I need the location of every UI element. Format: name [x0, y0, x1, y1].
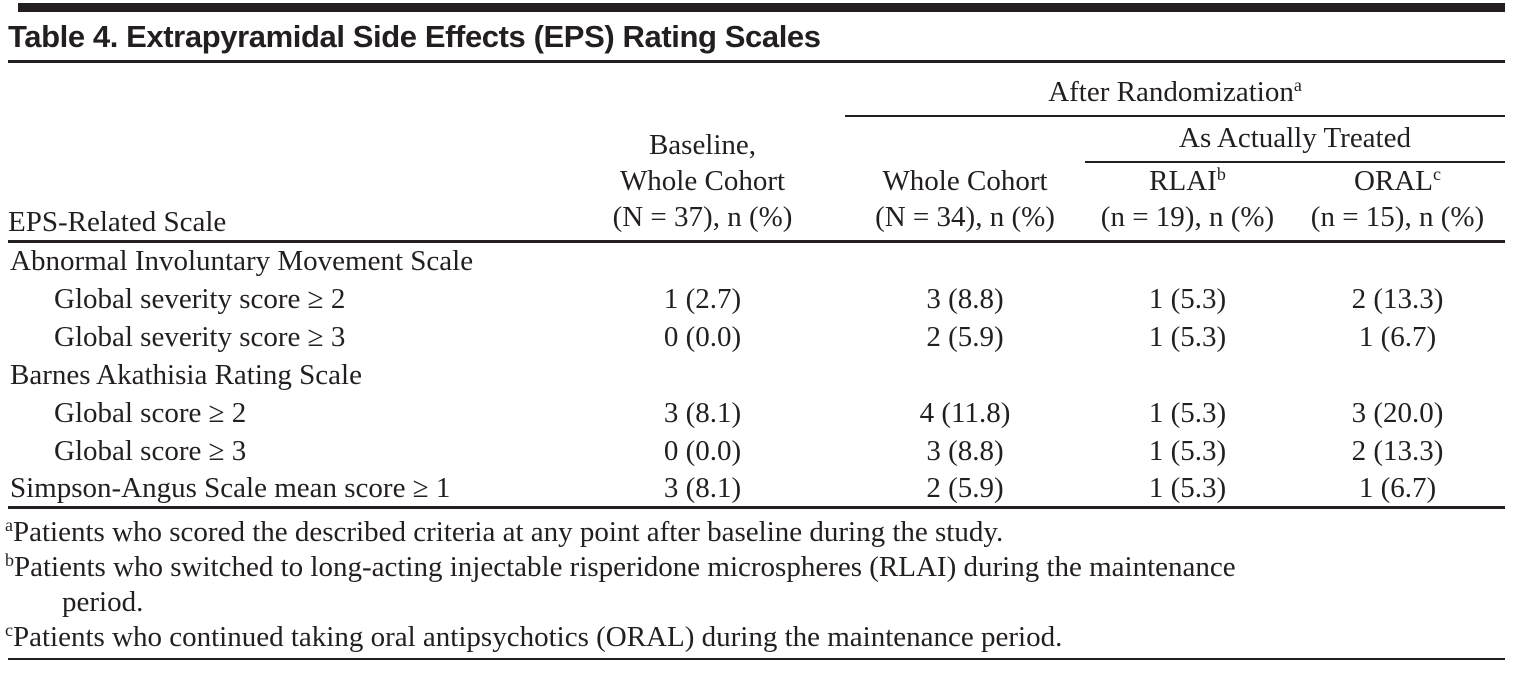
- superscript-a: a: [1293, 75, 1302, 96]
- table-row-global-score-3: Global score ≥ 3 0 (0.0) 3 (8.8) 1 (5.3)…: [8, 432, 1505, 470]
- cell-oral: 3 (20.0): [1351, 396, 1444, 429]
- oral-line-1: ORALc: [1290, 163, 1505, 199]
- row-label: Global severity score ≥ 2: [54, 282, 346, 315]
- cell-baseline: 0 (0.0): [663, 434, 742, 467]
- cell-whole-cohort: 4 (11.8): [919, 396, 1011, 429]
- row-label: Global severity score ≥ 3: [54, 320, 346, 353]
- title-rule: [8, 60, 1505, 63]
- cell-oral: 1 (6.7): [1358, 320, 1437, 353]
- header-row-columns: EPS-Related Scale RLAIb (n = 19), n (%) …: [8, 162, 1506, 243]
- footnote-a: aPatients who scored the described crite…: [5, 515, 1505, 550]
- cell-rlai: 1 (5.3): [1085, 469, 1290, 509]
- superscript-c: c: [1432, 164, 1441, 185]
- table-row-global-severity-3: Global severity score ≥ 3 0 (0.0) 2 (5.9…: [8, 318, 1505, 356]
- cell-baseline: 3 (8.1): [663, 396, 742, 429]
- whole-cohort-line-2: (N = 34), n (%): [875, 201, 1055, 233]
- footnote-marker-a: a: [5, 515, 13, 536]
- col-header-oral: ORALc (n = 15), n (%): [1290, 162, 1506, 243]
- header-as-actually-treated: As Actually Treated: [1085, 116, 1506, 163]
- row-label: Simpson-Angus Scale mean score ≥ 1: [8, 469, 560, 509]
- group-label: Abnormal Involuntary Movement Scale: [10, 245, 474, 278]
- col-header-eps-related-scale: EPS-Related Scale: [8, 162, 560, 243]
- footnote-b: bPatients who switched to long-acting in…: [5, 550, 1505, 620]
- table-title: Table 4. Extrapyramidal Side Effects (EP…: [8, 19, 821, 54]
- footnote-marker-b: b: [5, 550, 14, 571]
- footnote-marker-c: c: [5, 620, 13, 641]
- group-row-barnes: Barnes Akathisia Rating Scale: [8, 356, 1505, 394]
- header-spacer: [8, 71, 845, 116]
- header-spacer: [8, 116, 560, 162]
- baseline-line-1: Baseline,: [648, 129, 757, 161]
- as-actually-treated-label: As Actually Treated: [1179, 122, 1411, 154]
- header-row-as-treated: Baseline, Whole Cohort (N = 37), n (%) W…: [8, 116, 1506, 243]
- cell-whole-cohort: 3 (8.8): [926, 282, 1004, 315]
- group-label: Barnes Akathisia Rating Scale: [10, 358, 362, 391]
- group-row-aims: Abnormal Involuntary Movement Scale: [8, 242, 1505, 280]
- oral-label: ORAL: [1354, 165, 1433, 197]
- cell-rlai: 1 (5.3): [1148, 434, 1227, 467]
- row-label: Global score ≥ 3: [54, 434, 247, 467]
- cell-rlai: 1 (5.3): [1148, 320, 1227, 353]
- footnote-text: Patients who continued taking oral antip…: [12, 621, 1063, 653]
- header-row-after-randomization: After Randomizationa: [8, 71, 1506, 117]
- oral-line-2: (n = 15), n (%): [1310, 201, 1485, 233]
- cell-oral: 1 (6.7): [1290, 469, 1506, 509]
- cell-baseline: 0 (0.0): [663, 320, 742, 353]
- table-row-simpson-angus: Simpson-Angus Scale mean score ≥ 1 3 (8.…: [8, 469, 1506, 509]
- top-bar: [18, 3, 1505, 12]
- footnote-text: Patients who scored the described criter…: [12, 516, 1004, 548]
- cell-whole-cohort: 3 (8.8): [926, 434, 1004, 467]
- cell-baseline: 1 (2.7): [663, 282, 742, 315]
- table-row-global-score-2: Global score ≥ 2 3 (8.1) 4 (11.8) 1 (5.3…: [8, 394, 1505, 432]
- whole-cohort-line-1: Whole Cohort: [882, 165, 1048, 197]
- cell-oral: 2 (13.3): [1351, 434, 1444, 467]
- rlai-line-1: RLAIb: [1085, 163, 1290, 199]
- footnote-continuation: period.: [62, 586, 144, 618]
- table-row-global-severity-2: Global severity score ≥ 2 1 (2.7) 3 (8.8…: [8, 280, 1505, 318]
- col-header-whole-cohort: Whole Cohort (N = 34), n (%): [845, 116, 1085, 243]
- footnotes: aPatients who scored the described crite…: [5, 515, 1505, 655]
- rlai-line-2: (n = 19), n (%): [1100, 201, 1275, 233]
- header-after-randomization: After Randomizationa: [845, 71, 1506, 117]
- cell-rlai: 1 (5.3): [1148, 282, 1227, 315]
- footnote-text: Patients who switched to long-acting inj…: [13, 551, 1236, 583]
- col-header-baseline-whole-cohort: Baseline, Whole Cohort (N = 37), n (%): [560, 116, 845, 243]
- cell-baseline: 3 (8.1): [560, 469, 845, 509]
- row-label: Global score ≥ 2: [54, 396, 247, 429]
- cell-oral: 2 (13.3): [1351, 282, 1444, 315]
- baseline-line-2: Whole Cohort: [619, 165, 786, 197]
- rlai-label: RLAI: [1149, 165, 1217, 197]
- eps-table: After Randomizationa Baseline, Whole Coh…: [8, 71, 1506, 509]
- col-header-rlai: RLAIb (n = 19), n (%): [1085, 162, 1290, 243]
- after-randomization-label: After Randomization: [1048, 76, 1294, 108]
- superscript-b: b: [1216, 164, 1226, 185]
- bottom-rule: [8, 658, 1505, 660]
- cell-whole-cohort: 2 (5.9): [926, 320, 1004, 353]
- footnote-c: cPatients who continued taking oral anti…: [5, 620, 1505, 655]
- cell-whole-cohort: 2 (5.9): [845, 469, 1085, 509]
- cell-rlai: 1 (5.3): [1148, 396, 1227, 429]
- baseline-line-3: (N = 37), n (%): [612, 201, 793, 233]
